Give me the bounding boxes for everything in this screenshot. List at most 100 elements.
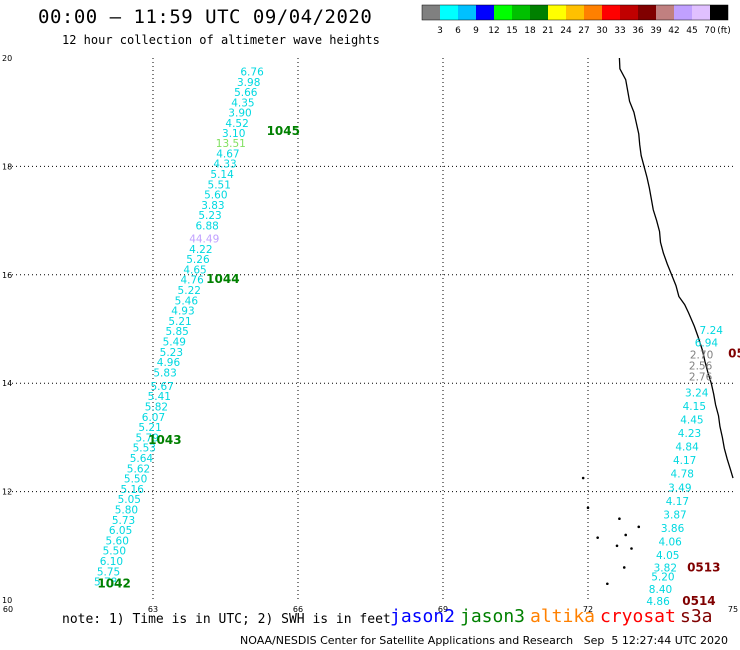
- wave-height-west: 5.66: [234, 87, 258, 99]
- island-mark: [596, 536, 599, 539]
- wave-height-west: 4.65: [183, 264, 206, 276]
- island-mark: [615, 544, 619, 548]
- wave-height-west: 5.62: [127, 463, 150, 475]
- wave-height-west: 3.10: [222, 128, 245, 140]
- legend-label: 9: [473, 26, 479, 36]
- legend-swatch: [458, 5, 476, 20]
- wave-height-west: 5.73: [112, 515, 135, 527]
- legend-swatch: [692, 5, 710, 20]
- wave-height-west: 3.98: [237, 77, 260, 89]
- legend-swatch: [638, 5, 656, 20]
- wave-height-west: 5.21: [138, 422, 161, 434]
- legend-label: 15: [506, 26, 517, 36]
- wave-height-west: 6.05: [109, 525, 132, 537]
- legend-swatch: [656, 5, 674, 20]
- legend-label: 36: [632, 26, 644, 36]
- wave-height-east: 6.94: [695, 338, 719, 350]
- wave-height-west: 5.80: [115, 504, 138, 516]
- wave-height-west: 5.75: [97, 566, 120, 578]
- pass-number: 0514: [682, 594, 715, 608]
- wave-height-east: 3.87: [663, 509, 686, 521]
- wave-height-west: 5.23: [160, 347, 183, 359]
- legend-swatch: [512, 5, 530, 20]
- wave-height-west: 4.52: [225, 118, 248, 130]
- wave-height-west: 5.41: [148, 391, 171, 403]
- legend-label: 42: [668, 26, 679, 36]
- pass-number: 1043: [148, 433, 181, 447]
- wave-height-west: 5.85: [165, 326, 188, 338]
- x-tick-label: 66: [293, 605, 303, 614]
- pass-number: 05: [728, 346, 740, 360]
- legend-swatch: [476, 5, 494, 20]
- island-mark: [586, 506, 590, 510]
- wave-height-west: 5.50: [124, 474, 147, 486]
- wave-height-east: 3.82: [654, 562, 677, 574]
- wave-height-west: 5.23: [198, 210, 221, 222]
- wave-height-east: 4.15: [683, 401, 706, 413]
- wave-height-west: 5.05: [118, 494, 141, 506]
- coastline-path: [618, 57, 734, 479]
- legend-label: 6: [455, 26, 461, 36]
- island-mark: [622, 566, 626, 569]
- axis-tick-labels: 60 63 66 69 72 75 10 12 14 16 18 20: [2, 54, 738, 614]
- wave-height-west: 5.67: [150, 381, 173, 393]
- island-mark: [618, 517, 621, 520]
- legend-label: 30: [596, 26, 608, 36]
- wave-height-east: 3.24: [685, 387, 709, 399]
- wave-height-west: 5.64: [130, 453, 154, 465]
- wave-height-west: 5.26: [186, 254, 210, 266]
- sat-s3a: s3a: [680, 606, 713, 627]
- y-tick-label: 14: [2, 379, 12, 388]
- island-mark: [637, 525, 641, 529]
- wave-height-east: 4.86: [646, 596, 670, 608]
- legend-swatch: [494, 5, 512, 20]
- y-tick-label: 18: [2, 162, 12, 171]
- wave-height-east: 7.24: [700, 325, 724, 337]
- wave-height-west: 5.60: [106, 535, 129, 547]
- legend-swatch: [440, 5, 458, 20]
- legend-label: 12: [488, 26, 499, 36]
- wave-height-west: 4.22: [189, 244, 212, 256]
- wave-height-west: 5.22: [178, 285, 201, 297]
- legend-swatch: [548, 5, 566, 20]
- wave-height-west: 3.83: [201, 200, 224, 212]
- wave-height-east: 8.40: [649, 584, 672, 596]
- coastline: [581, 57, 734, 586]
- x-tick-label: 75: [728, 605, 738, 614]
- wave-height-west: 5.49: [163, 336, 186, 348]
- island-mark: [606, 582, 609, 586]
- wave-height-east: 3.49: [668, 482, 691, 494]
- wave-height-west: 5.21: [168, 316, 191, 328]
- wave-height-east: 4.84: [675, 442, 699, 454]
- pass-number: 1042: [97, 577, 130, 591]
- legend-swatch: [602, 5, 620, 20]
- legend-label: 21: [542, 26, 553, 36]
- wave-height-west: 6.88: [195, 220, 218, 232]
- wave-height-west: 6.76: [240, 67, 264, 79]
- wave-height-west: 5.79: [136, 432, 159, 444]
- wave-height-west: 4.93: [171, 306, 194, 318]
- legend-label: 3: [437, 26, 443, 36]
- legend-unit: (ft): [717, 26, 731, 36]
- x-tick-label: 63: [148, 605, 158, 614]
- pass-labels: 1045 1044 1043 1042 05 0513 0514: [97, 124, 740, 608]
- wave-height-west: 3.90: [228, 108, 251, 120]
- wave-height-east: 4.45: [680, 415, 703, 427]
- wave-height-east: 4.17: [673, 455, 696, 467]
- wave-height-east: 2.70: [690, 349, 713, 361]
- island-mark: [630, 547, 633, 550]
- wave-height-west: 5.83: [153, 367, 176, 379]
- wave-height-east: 4.23: [678, 428, 701, 440]
- sat-jason3: jason3: [460, 606, 526, 627]
- wave-height-west: 5.82: [145, 402, 168, 414]
- wave-height-west: 4.67: [216, 148, 239, 160]
- wave-height-west: 44.49: [189, 233, 219, 245]
- island-mark: [581, 476, 585, 480]
- wave-height-west: 5.60: [204, 190, 227, 202]
- x-tick-label: 69: [438, 605, 448, 614]
- wave-height-east: 4.78: [671, 469, 694, 481]
- x-tick-label: 72: [583, 605, 593, 614]
- y-tick-label: 10: [2, 596, 12, 605]
- wave-height-east: 4.17: [666, 496, 689, 508]
- sat-jason2: jason2: [390, 606, 456, 627]
